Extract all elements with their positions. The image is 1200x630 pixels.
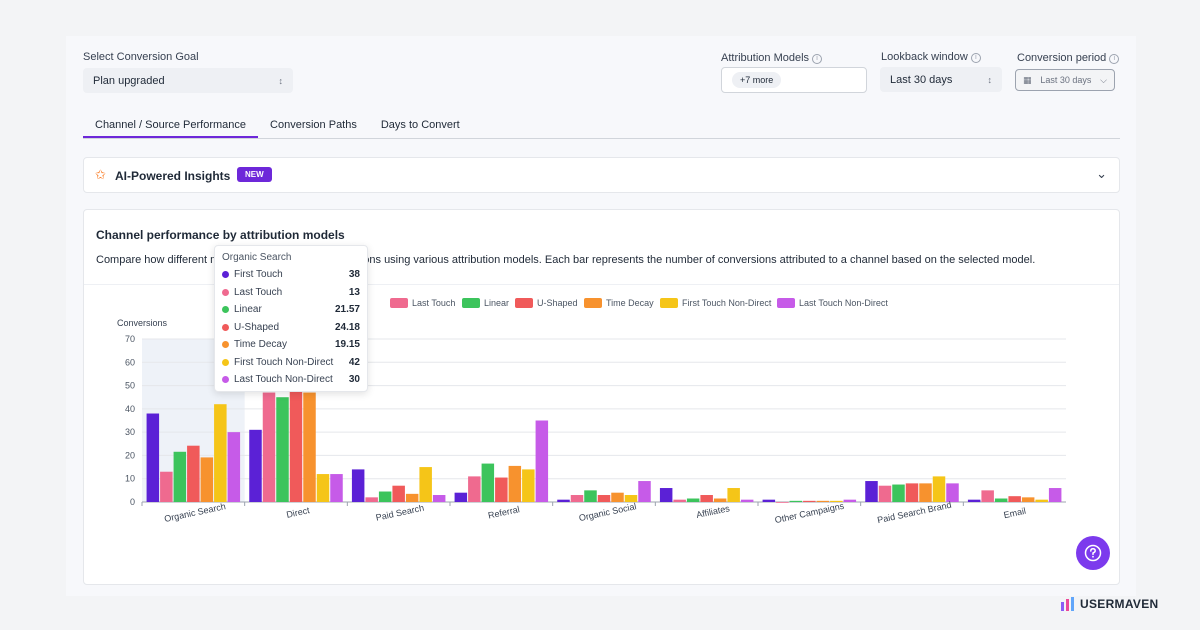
tooltip-series-value: 19.15 <box>334 339 360 351</box>
lookback-label: Lookback window i <box>881 51 981 63</box>
tooltip-series-value: 42 <box>348 356 360 368</box>
tooltip-series-name: Time Decay <box>234 339 287 351</box>
legend-dot <box>222 358 229 366</box>
tooltip-series-value: 30 <box>348 374 360 386</box>
updown-chevron-icon: ↕ <box>987 74 993 85</box>
attribution-label: Attribution Models i <box>721 52 823 64</box>
chart-card-title: Channel performance by attribution model… <box>96 228 345 242</box>
tooltip-series-name: First Touch Non-Direct <box>234 356 334 368</box>
tooltip-series-value: 38 <box>348 269 360 281</box>
attribution-label-text: Attribution Models <box>721 52 810 64</box>
divider <box>84 284 1119 285</box>
chevron-down-icon[interactable]: ⌄ <box>1096 166 1107 181</box>
chart-card-description: Compare how different m conversions using… <box>96 254 1035 266</box>
lookback-value: Last 30 days <box>890 73 953 86</box>
tooltip-series-value: 21.57 <box>334 304 360 316</box>
info-icon[interactable]: i <box>970 53 981 63</box>
goal-select[interactable]: Plan upgraded ↕ <box>83 68 293 93</box>
tooltip-title: Organic Search <box>222 252 292 263</box>
tooltip-series-value: 24.18 <box>334 321 360 333</box>
tooltip-row: Last Touch Non-Direct 30 <box>222 371 360 389</box>
sparkle-icon: ✩ <box>95 167 106 182</box>
usermaven-logo-icon <box>1061 597 1074 611</box>
new-badge: NEW <box>237 167 272 182</box>
tooltip-series-value: 13 <box>348 286 360 298</box>
description-end: conversions using various attribution mo… <box>322 254 1036 266</box>
tooltip-row: Time Decay 19.15 <box>222 336 360 354</box>
question-icon <box>1084 544 1102 562</box>
period-label-text: Conversion period <box>1017 52 1107 64</box>
tab-bar: Channel / Source Performance Conversion … <box>83 114 1120 139</box>
updown-chevron-icon: ↕ <box>278 75 284 86</box>
tooltip-series-name: Last Touch <box>234 286 283 298</box>
period-label: Conversion period i <box>1017 52 1120 64</box>
calendar-icon: ▦ <box>1023 74 1032 85</box>
tooltip-series-name: Last Touch Non-Direct <box>234 374 333 386</box>
description-start: Compare how different m <box>96 254 220 266</box>
ai-insights-card[interactable]: ✩ AI-Powered Insights NEW ⌄ <box>83 157 1120 193</box>
tooltip-row: Last Touch 13 <box>222 284 360 302</box>
brand-name: USERMAVEN <box>1080 597 1159 611</box>
tooltip-series-name: U-Shaped <box>234 321 280 333</box>
tab-channel-source-performance[interactable]: Channel / Source Performance <box>83 114 259 138</box>
tab-days-to-convert[interactable]: Days to Convert <box>380 119 460 131</box>
info-icon[interactable]: i <box>812 54 823 64</box>
lookback-label-text: Lookback window <box>881 51 968 63</box>
chart-tooltip: Organic Search First Touch 38 Last Touch 13… <box>214 245 368 392</box>
tooltip-row: First Touch Non-Direct 42 <box>222 354 360 372</box>
attribution-more-chip: +7 more <box>732 72 782 88</box>
legend-dot <box>222 376 229 384</box>
tab-conversion-paths[interactable]: Conversion Paths <box>270 119 357 131</box>
period-select[interactable]: ▦ Last 30 days ⌵ <box>1015 69 1115 91</box>
legend-dot <box>222 323 229 331</box>
tooltip-series-name: Linear <box>234 304 262 316</box>
goal-value: Plan upgraded <box>93 74 165 87</box>
legend-dot <box>222 288 229 296</box>
period-value: Last 30 days <box>1040 75 1092 85</box>
chevron-down-icon: ⌵ <box>1100 74 1107 85</box>
ai-insights-title: AI-Powered Insights <box>115 169 231 183</box>
tooltip-row: First Touch 38 <box>222 266 360 284</box>
legend-dot <box>222 306 229 314</box>
lookback-select[interactable]: Last 30 days ↕ <box>880 67 1002 92</box>
info-icon[interactable]: i <box>1109 54 1120 64</box>
help-button[interactable] <box>1076 536 1110 570</box>
legend-dot <box>222 271 229 279</box>
goal-label: Select Conversion Goal <box>83 51 199 63</box>
tooltip-row: U-Shaped 24.18 <box>222 319 360 337</box>
attribution-select[interactable]: +7 more <box>721 67 867 93</box>
legend-dot <box>222 341 229 349</box>
tooltip-series-name: First Touch <box>234 269 283 281</box>
tooltip-row: Linear 21.57 <box>222 301 360 319</box>
brand-logo: USERMAVEN <box>1060 597 1159 611</box>
